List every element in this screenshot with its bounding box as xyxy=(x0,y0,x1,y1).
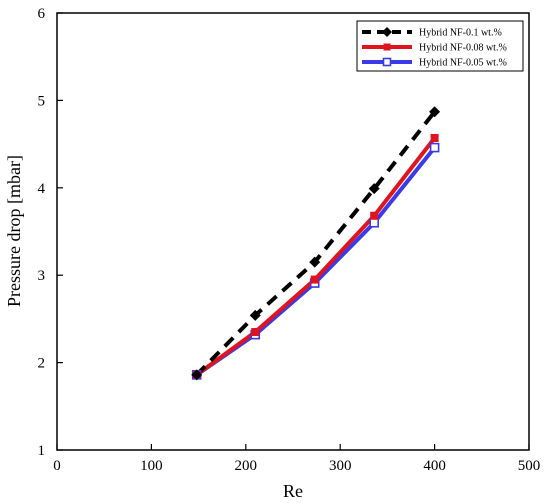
diamond-marker xyxy=(368,183,380,195)
legend-label: Hybrid NF-0.1 wt.% xyxy=(419,28,502,39)
square-marker xyxy=(383,43,391,51)
x-tick-label: 200 xyxy=(235,458,258,474)
diamond-marker xyxy=(429,106,441,118)
x-tick-label: 400 xyxy=(423,458,446,474)
open-square-marker xyxy=(382,57,392,67)
legend-label: Hybrid NF-0.08 wt.% xyxy=(419,43,507,54)
series-lines xyxy=(195,110,437,377)
y-tick-label: 2 xyxy=(38,356,46,372)
y-tick-label: 1 xyxy=(38,443,46,459)
x-axis-title: Re xyxy=(283,481,303,501)
y-axis-title: Pressure drop [mbar] xyxy=(4,155,24,307)
diamond-marker xyxy=(249,309,261,321)
square-marker xyxy=(430,133,439,142)
square-marker xyxy=(251,328,260,337)
y-tick-label: 5 xyxy=(38,93,46,109)
x-tick-label: 500 xyxy=(518,458,541,474)
plot-frame xyxy=(56,12,530,451)
x-tick-label: 100 xyxy=(140,458,163,474)
x-tick-label: 300 xyxy=(329,458,352,474)
legend-label: Hybrid NF-0.05 wt.% xyxy=(419,58,507,69)
x-axis-ticks: 0 100 200 300 400 500 xyxy=(53,444,540,474)
series-line xyxy=(195,110,437,377)
square-marker xyxy=(370,211,379,220)
diamond-marker xyxy=(191,369,203,381)
y-tick-label: 6 xyxy=(38,6,46,22)
open-square-marker xyxy=(369,217,379,228)
y-tick-label: 4 xyxy=(38,181,46,197)
y-tick-label: 3 xyxy=(38,268,46,284)
series-markers xyxy=(191,106,441,381)
legend: Hybrid NF-0.1 wt.% Hybrid NF-0.08 wt.% Hyb… xyxy=(356,20,524,72)
diamond-marker xyxy=(309,256,321,268)
open-square-marker xyxy=(429,142,440,153)
y-axis-ticks: 1 2 3 4 5 6 xyxy=(38,6,63,459)
diamond-marker xyxy=(382,27,392,37)
square-marker xyxy=(310,275,319,284)
x-tick-label: 0 xyxy=(53,458,61,474)
